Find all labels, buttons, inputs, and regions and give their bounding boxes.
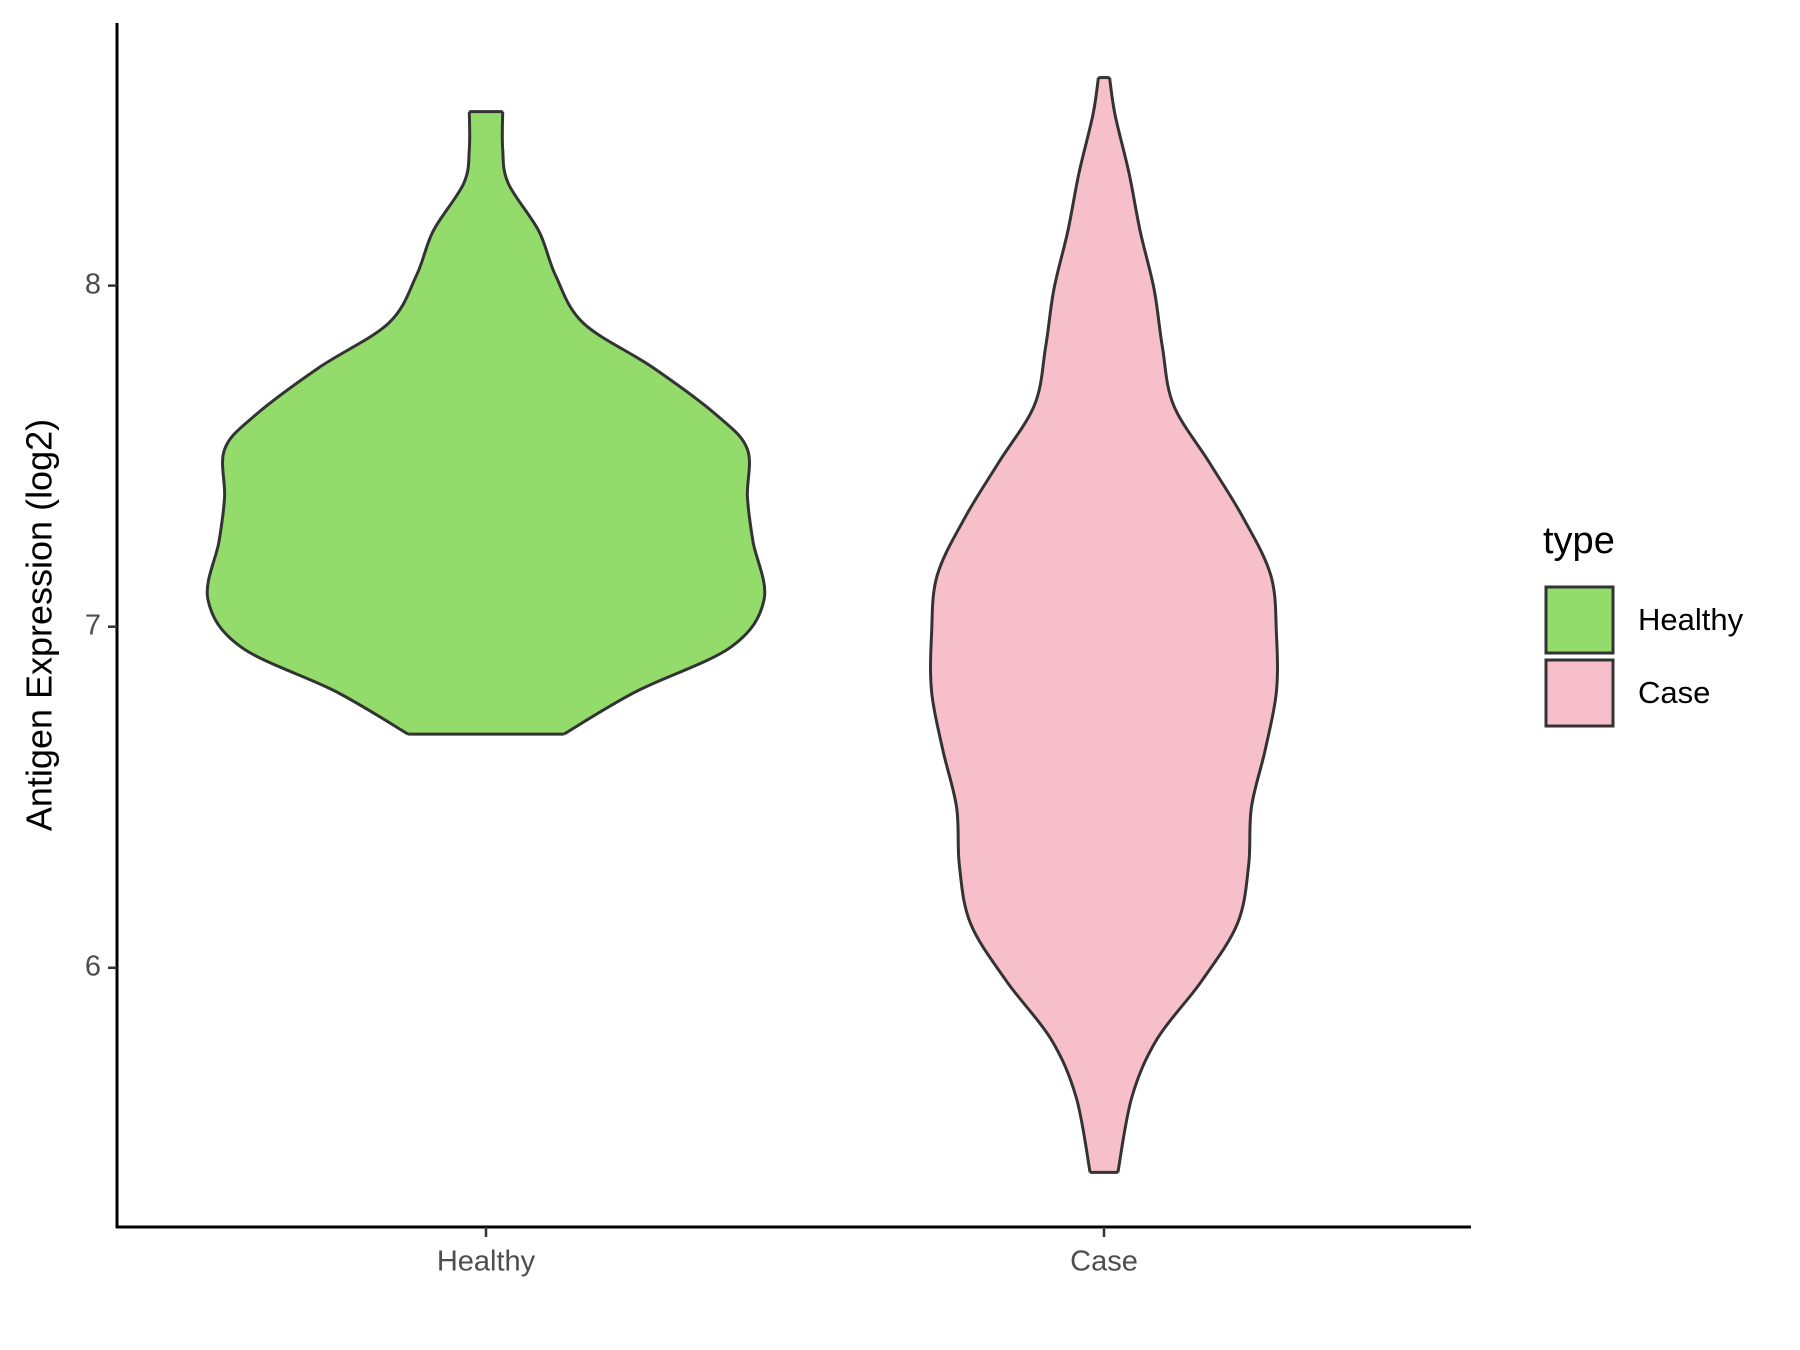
legend-label: Healthy <box>1638 602 1744 637</box>
legend-title: type <box>1543 520 1615 562</box>
legend-key <box>1544 658 1615 728</box>
violin-outline <box>1108 77 1279 1173</box>
legend-label: Case <box>1638 675 1710 710</box>
violin-outline <box>205 111 472 736</box>
x-tick-label: Healthy <box>437 1246 536 1278</box>
y-tick-label: 8 <box>85 268 101 300</box>
x-tick-label: Case <box>1070 1246 1138 1278</box>
legend-key <box>1544 585 1615 655</box>
violin-outline <box>929 77 1100 1173</box>
y-axis-title: Antigen Expression (log2) <box>19 419 60 831</box>
violin-outline <box>500 111 767 736</box>
y-tick-label: 7 <box>85 609 101 641</box>
y-tick-label: 6 <box>85 950 101 982</box>
